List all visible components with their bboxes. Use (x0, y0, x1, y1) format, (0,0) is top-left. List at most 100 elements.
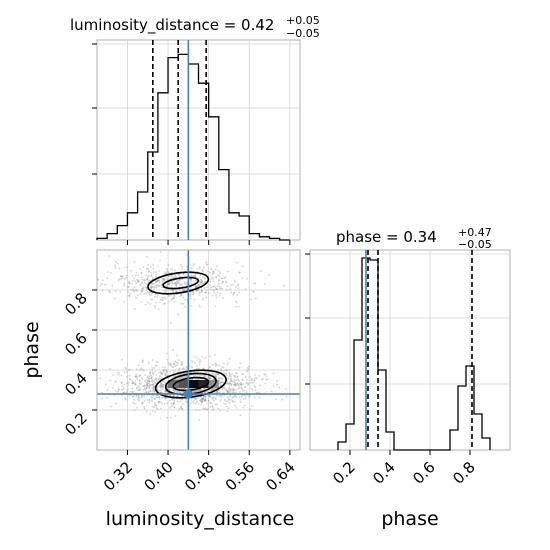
d2-point (144, 379, 147, 382)
d2-point (152, 385, 155, 388)
d2-point (163, 279, 165, 282)
d2-point (194, 402, 197, 405)
d2-point (214, 305, 217, 307)
d2-point (157, 385, 160, 388)
d2-point (151, 292, 154, 295)
d2-point (184, 367, 187, 369)
d2-point (200, 289, 203, 292)
d2-point (165, 290, 168, 293)
d2-point (150, 396, 153, 399)
d2-point (208, 366, 210, 368)
d2-point (218, 275, 221, 277)
d2-point (198, 358, 201, 361)
d2-xtick-label-1: 0.40 (141, 458, 177, 494)
d2-point (165, 372, 167, 375)
d2-point (125, 375, 128, 378)
d2-point (250, 381, 253, 384)
d2-point (189, 297, 192, 300)
d2-point (147, 361, 150, 364)
d2-point (216, 364, 218, 366)
d2-ytick-label-2: 0.6 (61, 329, 91, 359)
d2-point (205, 371, 208, 374)
d2-point (222, 296, 224, 299)
d2-point (226, 374, 228, 377)
d2-point (150, 288, 153, 291)
d2-point (248, 394, 250, 397)
d2-point (151, 387, 154, 389)
d2-point (143, 407, 146, 410)
d2-point (230, 379, 233, 382)
d2-point (234, 379, 237, 382)
d2-point (242, 388, 244, 391)
d2-point (133, 398, 136, 401)
d2-point (151, 276, 154, 279)
d2-point (185, 400, 188, 403)
d2-point (157, 371, 160, 374)
d2-point (215, 296, 218, 298)
d2-point (165, 352, 168, 355)
d2-point (202, 367, 205, 370)
d2-point (166, 285, 168, 287)
d2-point (151, 369, 154, 371)
d2-point (174, 274, 176, 276)
d2-point (159, 384, 162, 387)
d2-point (149, 286, 152, 289)
d2-point (128, 374, 131, 377)
d2-point (227, 362, 230, 364)
d2-point (166, 269, 169, 272)
d2-point (233, 279, 236, 282)
d2-point (239, 399, 242, 401)
d2-point (143, 400, 146, 402)
d2-point (223, 386, 225, 389)
d2-point (152, 388, 155, 391)
d2-point (141, 287, 144, 290)
d2-point (194, 374, 197, 377)
d2-point (135, 271, 138, 274)
d2-point (229, 398, 232, 401)
d2-point (198, 266, 201, 269)
d2-point (211, 398, 214, 401)
d2-point (162, 370, 165, 373)
d2-point (154, 306, 157, 309)
d2-contour-0 (162, 276, 200, 290)
d2-point (183, 368, 185, 370)
d2-point (181, 398, 183, 401)
d2-point (225, 403, 227, 405)
d2-point (216, 285, 219, 288)
d2-point (176, 364, 179, 367)
d2-point (246, 277, 248, 280)
d2-point (158, 400, 160, 403)
d2-point (189, 293, 192, 295)
d2-point (153, 370, 156, 373)
d2-point (231, 389, 234, 392)
d2-point (201, 269, 204, 271)
d2-point (240, 386, 243, 389)
d2-point (216, 368, 219, 371)
d2-point (165, 369, 168, 372)
d2-point (233, 381, 236, 384)
d2-point (232, 387, 234, 390)
d2-point (115, 380, 117, 383)
d2-point (218, 279, 221, 281)
d2-point (167, 283, 169, 286)
d2-point (134, 375, 137, 378)
d2-point (156, 361, 159, 364)
d2-point (236, 284, 239, 287)
d2-point (184, 298, 187, 301)
d2-point (234, 383, 237, 386)
d2-point (229, 288, 232, 291)
d2-point (161, 296, 163, 299)
d2-point (160, 299, 163, 301)
d2-point (164, 368, 167, 371)
d2-point (227, 398, 230, 400)
d2-point (214, 403, 217, 406)
d2-point (149, 286, 152, 289)
d2-point (215, 287, 218, 290)
d2-point (216, 291, 219, 294)
luminosity-distance-title-main: luminosity_distance = 0.42 (70, 16, 274, 35)
d2-point (193, 275, 195, 278)
d2-point (204, 374, 206, 377)
d2-point (190, 267, 193, 269)
d2-point (157, 389, 160, 392)
